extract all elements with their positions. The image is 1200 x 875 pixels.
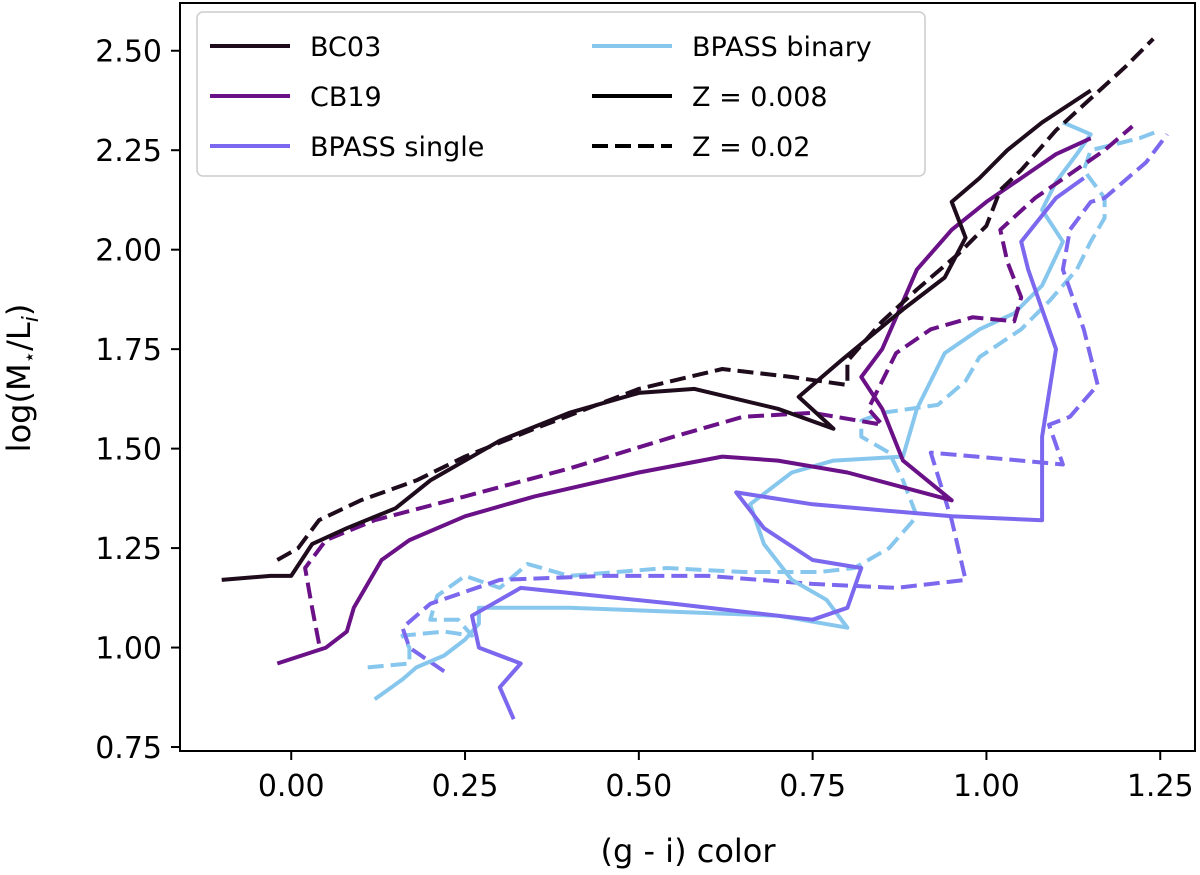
x-tick-label: 0.75 bbox=[779, 769, 846, 804]
legend-label-z-0-02: Z = 0.02 bbox=[692, 132, 810, 163]
series-bpass-single-z0-008-line bbox=[470, 176, 1085, 720]
legend-label-z-0-008: Z = 0.008 bbox=[692, 82, 828, 113]
x-tick-label: 0.50 bbox=[605, 769, 672, 804]
y-tick-label: 1.75 bbox=[95, 333, 162, 368]
series-bc03-z0-02-line bbox=[276, 37, 1155, 562]
y-label-sub: i bbox=[19, 316, 44, 322]
x-tick-label: 0.25 bbox=[432, 769, 499, 804]
y-tick-label: 0.75 bbox=[95, 731, 162, 766]
series-cb19-z0-008-line bbox=[276, 136, 1092, 666]
y-tick-label: 2.00 bbox=[95, 234, 162, 269]
y-label-mid: /L bbox=[0, 322, 38, 351]
plot-area-frame bbox=[179, 2, 1196, 752]
y-label-main: log(M bbox=[0, 363, 38, 452]
y-tick-label: 1.25 bbox=[95, 532, 162, 567]
x-tick-label: 1.00 bbox=[953, 769, 1020, 804]
legend-label-bpass-binary: BPASS binary bbox=[692, 32, 872, 63]
legend-label-bc03: BC03 bbox=[310, 32, 381, 63]
y-axis-label: log(M⋆/Li) bbox=[0, 304, 44, 453]
series-bpass-binary-z0-02-line bbox=[367, 128, 1161, 670]
y-label-end: ) bbox=[0, 304, 38, 316]
series-bc03-z0-008-line bbox=[221, 88, 1092, 582]
legend-label-cb19: CB19 bbox=[310, 82, 382, 113]
legend-label-bpass-single: BPASS single bbox=[310, 132, 484, 163]
legend-box bbox=[196, 11, 926, 177]
y-tick-label: 1.00 bbox=[95, 632, 162, 667]
series-bpass-binary-z0-008-line bbox=[373, 120, 1093, 701]
x-axis-label: (g - i) color bbox=[600, 832, 776, 870]
legend: BC03 CB19 BPASS single BPASS binary Z = 0.00… bbox=[196, 11, 926, 177]
series-layer bbox=[221, 37, 1169, 720]
series-cb19-z0-02-line bbox=[303, 124, 1134, 644]
x-tick-label: 0.00 bbox=[258, 769, 325, 804]
y-tick-label: 1.50 bbox=[95, 433, 162, 468]
y-tick-label: 2.25 bbox=[95, 134, 162, 169]
x-axis: 0.00 0.25 0.50 0.75 1.00 1.25 bbox=[258, 751, 1194, 804]
y-tick-label: 2.50 bbox=[95, 35, 162, 70]
series-bpass-single-z0-02-line bbox=[400, 133, 1169, 674]
x-tick-label: 1.25 bbox=[1127, 769, 1194, 804]
y-label-star: ⋆ bbox=[17, 351, 41, 364]
y-axis: 0.75 1.00 1.25 1.50 1.75 2.00 2.25 2.50 bbox=[95, 35, 180, 766]
